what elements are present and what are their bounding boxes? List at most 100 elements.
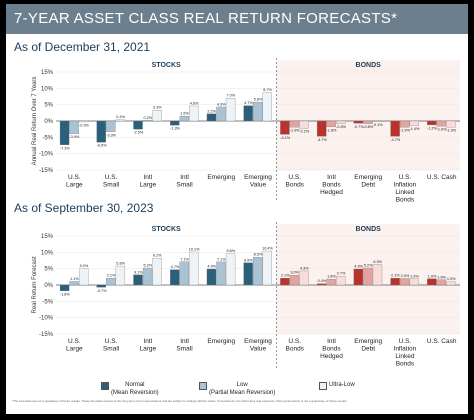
x-tick-label: U.S. Bonds [286,338,305,353]
data-label: 4.7% [244,101,253,105]
bar-0-1-2 [115,119,126,122]
bar-0-1-1 [106,120,116,132]
y-axis-label: Annual Real Return Over 7 Years [32,77,38,166]
x-tick-label: U.S. Large [66,174,83,189]
data-label: -2.2% [299,130,310,134]
bar-0-8-2 [372,120,383,122]
data-label: 2.1% [391,274,400,278]
data-label: 8.2% [153,254,162,258]
bar-0-3-2 [189,105,199,122]
data-label: 3.0% [290,271,299,275]
legend-low-label: Low [236,382,248,388]
data-label: 7.0% [226,94,235,98]
data-label: 0.4% [116,115,125,119]
x-tick-label: Emerging Debt [354,338,382,353]
x-tick-label: Intl Bonds Hedged [320,338,343,360]
bar-0-7-2 [336,120,346,124]
bar-1-9-2 [409,278,419,286]
bar-1-4-1 [216,261,226,286]
bar-0-8-1 [363,120,373,124]
chart1-subtitle: As of December 31, 2021 [14,40,151,54]
x-tick-label: U.S. Small [103,174,120,189]
bar-0-5-2 [262,92,272,122]
data-label: -1.9% [400,129,411,133]
data-label: 4.3% [300,266,309,270]
legend-normal-sub: (Mean Reversion) [111,390,159,396]
data-label: 5.2% [364,264,373,268]
bar-0-5-1 [253,101,263,122]
y-tick-label: -15% [39,332,54,338]
bar-1-10-1 [436,279,447,286]
data-label: 9.6% [226,249,235,253]
bar-1-2-2 [152,258,162,286]
data-label: -1.6% [437,128,448,132]
data-label: -0.8% [363,125,374,129]
data-label: -7.3% [60,146,71,150]
data-label: -3.3% [106,133,117,137]
data-label: 1.8% [327,275,336,279]
x-tick-label: U.S. Small [103,338,120,353]
y-tick-label: -10% [39,152,54,158]
data-label: -6.5% [97,144,108,148]
bar-1-4-2 [225,253,236,286]
bar-0-6-0 [280,120,290,135]
y-tick-label: -5% [42,299,53,305]
bar-0-6-2 [299,120,309,129]
data-label: 1.1% [70,277,79,281]
y-tick-label: 0% [44,119,53,125]
bar-1-8-1 [363,267,373,286]
data-label: 2.1% [281,274,290,278]
group-label-stocks: STOCKS [152,226,181,233]
data-label: -0.7% [97,289,108,293]
bar-1-7-1 [326,278,336,286]
data-label: 4.3% [217,102,226,106]
data-label: 5.8% [116,262,125,266]
data-label: -1.8% [326,128,337,132]
bar-1-10-0 [427,278,437,286]
data-label: 5.0% [80,264,89,268]
forecast-card: 7-YEAR ASSET CLASS REAL RETURN FORECASTS… [6,4,468,414]
data-label: -4.7% [317,138,328,142]
bar-0-4-2 [225,97,236,122]
bar-1-1-0 [96,284,106,288]
y-axis-label: Real Return Forecast [32,256,38,313]
bar-0-4-1 [216,106,226,122]
bar-0-10-1 [436,120,447,127]
bar-1-3-1 [179,261,189,286]
bar-1-3-0 [170,269,180,286]
y-tick-label: 15% [41,234,54,240]
data-label: 0.2% [143,116,152,120]
bar-0-2-2 [152,110,162,122]
y-tick-label: -5% [42,135,53,141]
x-tick-label: U.S. Inflation Linked Bonds [394,338,417,368]
data-label: 1.0% [447,277,456,281]
legend-ultra-low-label: Ultra-Low [329,382,355,388]
x-tick-label: Emerging [207,174,235,181]
y-tick-label: 5% [44,267,53,273]
data-label: 7.1% [180,257,189,261]
bar-1-3-2 [189,251,199,286]
x-tick-label: Intl Large [140,174,157,189]
chart-2023: 15% 10% 5% 0% -5% -10% -15% STOCKS BONDS Real Ret… [32,222,460,368]
data-label: 5.8% [254,98,263,102]
data-label: 4.9% [207,264,216,268]
x-tick-label: Emerging Value [244,174,272,189]
y-tick-label: -15% [39,168,54,174]
bar-0-7-1 [326,120,336,128]
bar-0-8-0 [353,120,364,124]
data-label: 6.3% [373,260,382,264]
bar-0-9-2 [409,120,419,126]
bar-1-4-0 [206,268,217,286]
data-label: 1.5% [180,112,189,116]
bar-1-0-1 [69,281,79,286]
bar-0-0-1 [69,120,79,134]
bar-0-3-1 [179,115,189,122]
legend-low-swatch [199,382,207,390]
data-label: 1.6% [437,275,446,279]
bar-0-9-1 [399,120,410,128]
x-tick-label: U.S. Large [66,338,83,353]
data-label: 1.9% [428,274,437,278]
bar-1-5-2 [262,250,272,286]
bar-0-2-1 [142,120,153,122]
bar-1-7-0 [316,283,327,286]
